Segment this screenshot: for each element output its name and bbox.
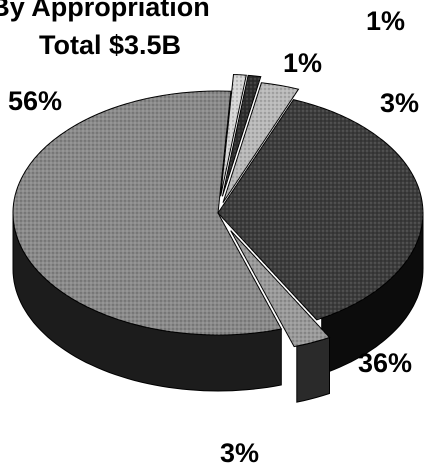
chart-title-line-2: Total $3.5B bbox=[39, 30, 181, 60]
slice-label-5: 3% bbox=[220, 438, 259, 468]
slice-label-4: 36% bbox=[358, 348, 412, 378]
slice-side-5 bbox=[296, 336, 330, 403]
slice-label-1: 1% bbox=[283, 48, 322, 78]
chart-title-line-1: By Appropriation bbox=[0, 0, 210, 22]
pie-slices bbox=[12, 73, 424, 403]
slice-label-3: 3% bbox=[380, 88, 419, 118]
slice-texture-3 bbox=[223, 82, 299, 203]
slice-texture-5 bbox=[230, 230, 330, 347]
slice-texture-1 bbox=[220, 74, 247, 197]
slice-label-0: 56% bbox=[8, 86, 62, 116]
slice-texture-2 bbox=[222, 75, 261, 197]
slice-texture-4 bbox=[218, 99, 423, 320]
slice-texture-0 bbox=[13, 90, 282, 335]
slice-label-2: 1% bbox=[366, 6, 405, 36]
